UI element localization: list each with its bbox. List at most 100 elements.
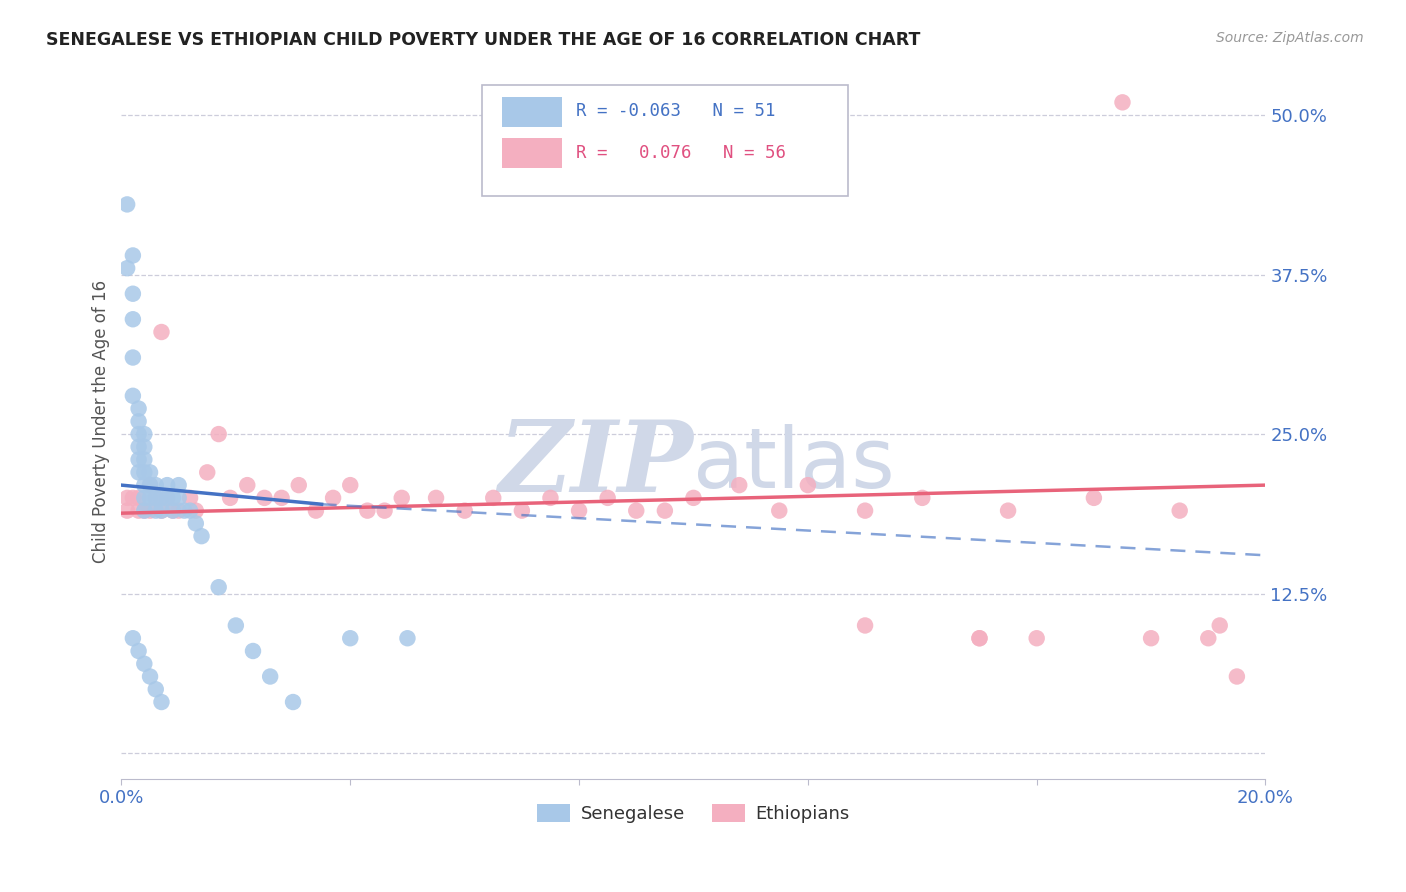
Point [374,503,396,517]
Point [150,503,173,517]
Point [626,503,648,517]
Point [145,682,167,697]
Point [134,478,156,492]
Point [1025,632,1047,646]
Point [225,618,247,632]
Point [208,427,231,442]
Point [122,286,145,301]
Point [128,440,150,454]
Point [179,491,201,505]
Point [128,427,150,442]
Point [128,503,150,517]
Point [134,466,156,480]
Point [482,491,505,505]
Point [145,478,167,492]
Text: atlas: atlas [693,424,896,505]
Point [682,491,704,505]
Point [190,529,212,543]
Point [150,325,173,339]
Point [122,632,145,646]
Point [1111,95,1133,110]
Point [167,503,190,517]
Point [596,491,619,505]
Point [115,261,138,276]
FancyBboxPatch shape [482,86,848,196]
Point [768,503,790,517]
Point [322,491,344,505]
Point [1226,669,1249,683]
Point [134,657,156,671]
Point [128,644,150,658]
Point [1197,632,1219,646]
Point [236,478,259,492]
Point [156,491,179,505]
Point [139,478,162,492]
Point [1083,491,1105,505]
Point [122,491,145,505]
Point [396,632,419,646]
Point [150,491,173,505]
Point [568,503,591,517]
Point [128,466,150,480]
Point [156,478,179,492]
Point [425,491,447,505]
Text: ZIP: ZIP [499,416,693,512]
Point [134,503,156,517]
Point [134,440,156,454]
Point [156,491,179,505]
Text: Source: ZipAtlas.com: Source: ZipAtlas.com [1216,31,1364,45]
Point [208,580,231,594]
Point [219,491,242,505]
Point [162,491,184,505]
Point [134,491,156,505]
Point [122,351,145,365]
Point [167,478,190,492]
Point [853,503,876,517]
Point [654,503,676,517]
Point [1140,632,1163,646]
Point [259,669,281,683]
Text: SENEGALESE VS ETHIOPIAN CHILD POVERTY UNDER THE AGE OF 16 CORRELATION CHART: SENEGALESE VS ETHIOPIAN CHILD POVERTY UN… [46,31,921,49]
Point [195,466,218,480]
Point [797,478,820,492]
Point [184,503,207,517]
Point [145,503,167,517]
Point [287,478,309,492]
Point [173,503,195,517]
Point [139,503,162,517]
Point [339,632,361,646]
Point [242,644,264,658]
Point [179,503,201,517]
Point [115,491,138,505]
Text: R =   0.076   N = 56: R = 0.076 N = 56 [575,144,786,161]
Point [339,478,361,492]
Point [281,695,304,709]
Point [122,389,145,403]
Point [391,491,413,505]
Point [139,669,162,683]
Point [162,503,184,517]
Point [510,503,533,517]
Point [122,248,145,262]
Bar [502,97,562,127]
Legend: Senegalese, Ethiopians: Senegalese, Ethiopians [530,797,856,830]
Point [128,414,150,428]
Point [115,503,138,517]
Point [145,491,167,505]
Point [128,401,150,416]
Point [134,452,156,467]
Point [969,632,991,646]
Point [162,503,184,517]
Point [150,695,173,709]
Bar [502,137,562,168]
Point [150,503,173,517]
Point [453,503,475,517]
Point [139,466,162,480]
Point [356,503,378,517]
Point [728,478,751,492]
Point [139,478,162,492]
Point [134,503,156,517]
Point [1168,503,1191,517]
Point [115,197,138,211]
Point [139,491,162,505]
